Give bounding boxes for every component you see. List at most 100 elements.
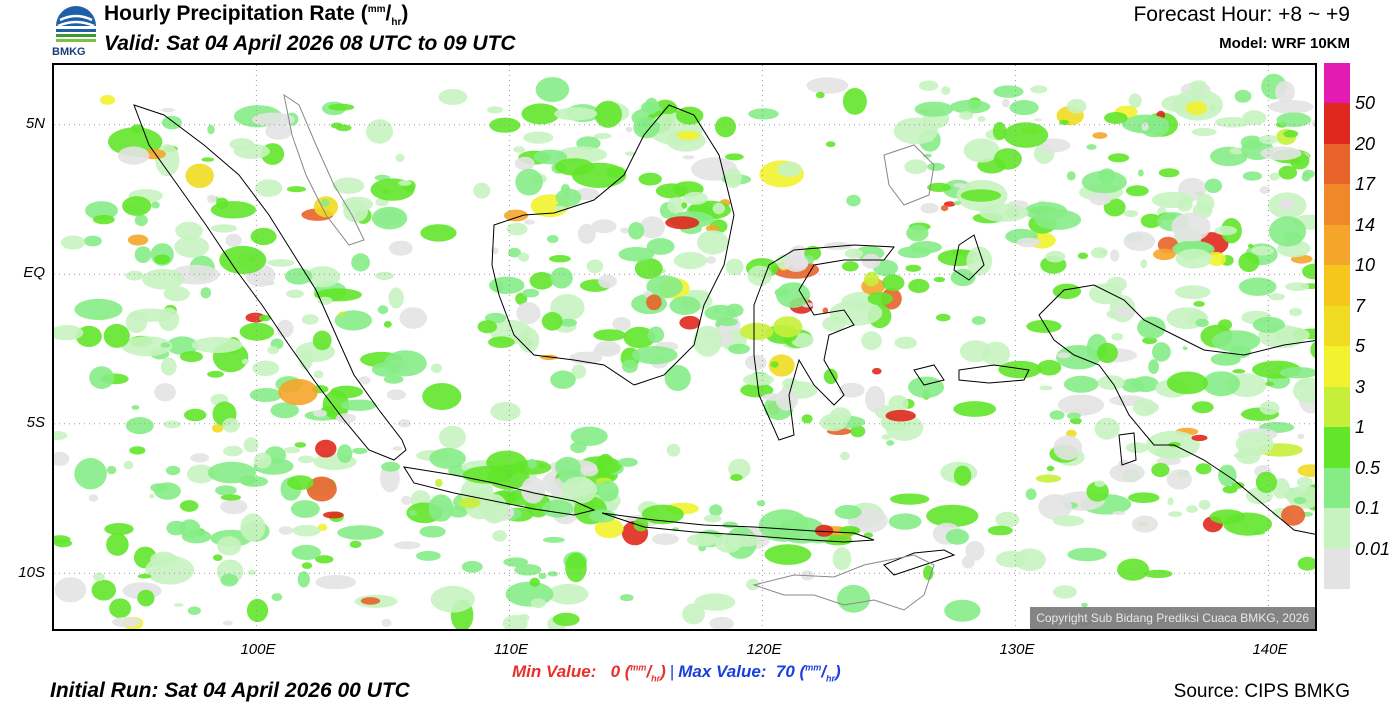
precip-cell bbox=[712, 202, 725, 215]
precip-cell bbox=[383, 321, 392, 328]
legend-swatch bbox=[1324, 224, 1350, 266]
precip-cell bbox=[1059, 119, 1070, 125]
legend-label: 0.01 bbox=[1355, 538, 1391, 559]
precip-cell bbox=[1233, 452, 1246, 459]
precip-cell bbox=[394, 541, 421, 550]
precip-cell bbox=[1168, 511, 1183, 517]
precip-cell bbox=[1113, 306, 1135, 318]
precip-cell bbox=[1066, 412, 1081, 420]
precip-cell bbox=[1067, 547, 1107, 562]
precip-cell bbox=[1024, 202, 1068, 221]
precip-cell bbox=[623, 326, 656, 349]
precip-cell bbox=[1151, 191, 1194, 209]
precip-cell bbox=[580, 464, 599, 477]
precip-cell bbox=[313, 196, 339, 218]
precip-cell bbox=[241, 358, 249, 365]
precip-cell bbox=[894, 336, 917, 349]
precip-cell bbox=[1297, 433, 1305, 439]
precip-cell bbox=[1297, 464, 1315, 477]
precip-cell bbox=[888, 395, 909, 413]
coast-nusa-tenggara bbox=[601, 512, 875, 543]
precip-cell bbox=[908, 376, 944, 399]
precip-cell bbox=[730, 474, 743, 481]
precip-cell bbox=[1247, 243, 1254, 249]
precip-cell bbox=[1198, 499, 1211, 510]
precip-cell bbox=[216, 197, 229, 209]
precip-cell bbox=[1052, 515, 1085, 527]
precip-cell bbox=[549, 255, 571, 263]
precip-cell bbox=[134, 246, 152, 263]
precip-cell bbox=[693, 325, 722, 357]
precip-cell bbox=[742, 373, 775, 386]
precip-cell bbox=[315, 439, 337, 458]
precip-cell bbox=[628, 222, 645, 240]
precip-cell bbox=[825, 141, 836, 148]
precip-cell bbox=[548, 583, 589, 605]
coast-sulawesi bbox=[753, 244, 895, 441]
precip-cell bbox=[91, 579, 116, 601]
precip-cell bbox=[961, 555, 975, 569]
precip-cell bbox=[1109, 463, 1145, 483]
precip-cell bbox=[1314, 259, 1315, 264]
precip-cell bbox=[681, 202, 688, 209]
precip-cell bbox=[1293, 377, 1315, 404]
precip-cell bbox=[486, 450, 527, 475]
precip-cell bbox=[250, 227, 277, 246]
lat-label-10s: 10S bbox=[18, 564, 45, 581]
precip-cell bbox=[555, 188, 582, 207]
legend-swatch bbox=[1324, 265, 1350, 307]
precip-cell bbox=[222, 620, 233, 626]
precip-cell bbox=[490, 247, 499, 255]
precip-cell bbox=[1097, 375, 1125, 390]
precip-cell bbox=[1185, 101, 1208, 116]
precip-cell bbox=[842, 88, 867, 115]
precip-cell bbox=[131, 405, 140, 410]
precip-cell bbox=[337, 444, 353, 464]
precip-cell bbox=[1302, 263, 1315, 280]
legend-swatch bbox=[1324, 305, 1350, 347]
precip-cell bbox=[1191, 128, 1217, 136]
precip-cell bbox=[1038, 494, 1073, 520]
precip-cell bbox=[530, 598, 546, 608]
precip-cell bbox=[861, 253, 881, 269]
precip-cell bbox=[1265, 381, 1275, 387]
precip-cell bbox=[492, 530, 507, 542]
precip-cell bbox=[458, 497, 481, 509]
precip-cell bbox=[806, 77, 849, 94]
precip-cell bbox=[904, 159, 928, 175]
precip-cell bbox=[160, 342, 170, 348]
precip-cell bbox=[154, 383, 176, 402]
precip-cell bbox=[1168, 441, 1181, 448]
precip-cell bbox=[1234, 89, 1252, 103]
precip-cell bbox=[746, 578, 760, 591]
precip-cell bbox=[632, 346, 678, 365]
precip-cell bbox=[1297, 476, 1313, 488]
precip-cell bbox=[644, 97, 659, 115]
precip-cell bbox=[1110, 249, 1120, 262]
precip-cell bbox=[625, 126, 633, 133]
precip-cell bbox=[74, 298, 123, 320]
precip-cell bbox=[1193, 301, 1205, 307]
precip-cell bbox=[246, 598, 269, 623]
precip-cell bbox=[328, 103, 355, 111]
precip-cell bbox=[1034, 118, 1042, 122]
precip-cell bbox=[1070, 417, 1082, 425]
precip-cell bbox=[527, 458, 537, 469]
precip-cell bbox=[430, 585, 475, 613]
precip-cell bbox=[490, 402, 521, 421]
precip-cell bbox=[1151, 462, 1170, 478]
precip-cell bbox=[1131, 515, 1158, 533]
precip-cell bbox=[395, 153, 405, 162]
precip-cell bbox=[92, 214, 115, 225]
precip-cell bbox=[722, 521, 738, 529]
precip-cell bbox=[1140, 259, 1148, 269]
precip-cell bbox=[682, 155, 695, 160]
precip-cell bbox=[514, 156, 535, 171]
precip-cell bbox=[130, 124, 144, 133]
forecast-hour: Forecast Hour: +8 ~ +9 bbox=[1133, 3, 1350, 26]
precip-cell bbox=[388, 240, 413, 256]
precip-cell bbox=[1235, 431, 1274, 457]
precip-cell bbox=[154, 482, 181, 500]
precip-cell bbox=[1026, 319, 1062, 333]
precip-cell bbox=[844, 248, 864, 259]
